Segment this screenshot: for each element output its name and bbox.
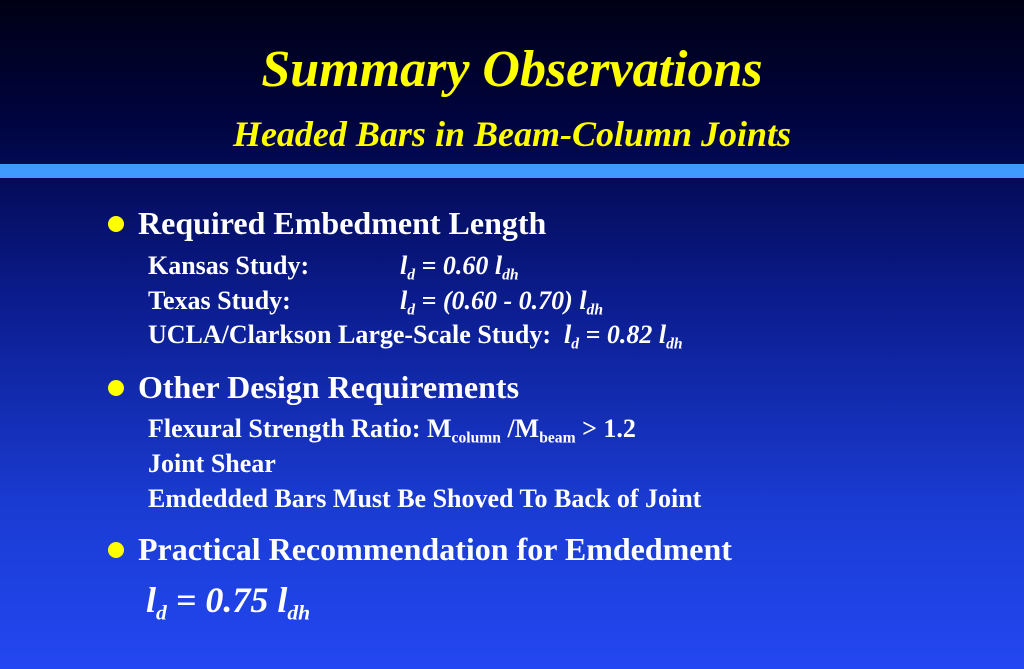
bullet-label: Required Embedment Length [138, 205, 547, 241]
slide-title: Summary Observations [261, 41, 763, 98]
title-area: Summary Observations Headed Bars in Beam… [0, 0, 1024, 163]
texas-study-label: Texas Study: [148, 286, 291, 315]
bullet-label: Other Design Requirements [138, 369, 520, 405]
slide-subtitle: Headed Bars in Beam-Column Joints [232, 114, 792, 154]
bullet-practical-recommendation: Practical Recommendation for Emdedment [108, 533, 732, 565]
ucla-study-formula: ld = 0.82 ldh [564, 320, 683, 353]
kansas-study-formula: ld = 0.60 ldh [400, 251, 519, 284]
flexural-strength-ratio: Flexural Strength Ratio: Mcolumn /Mbeam … [148, 414, 636, 447]
kansas-study-label: Kansas Study: [148, 251, 310, 280]
joint-shear: Joint Shear [148, 449, 276, 478]
recommended-formula: ld = 0.75 ldh [146, 580, 311, 625]
title-divider [0, 164, 1024, 178]
bullet-dot-icon [108, 215, 124, 232]
texas-study-formula: ld = (0.60 - 0.70) ldh [400, 286, 604, 319]
bullet-label: Practical Recommendation for Emdedment [138, 531, 732, 567]
bullet-required-embedment: Required Embedment Length [108, 207, 546, 239]
embedded-bars-note: Emdedded Bars Must Be Shoved To Back of … [148, 484, 702, 513]
bullet-other-design: Other Design Requirements [108, 371, 519, 403]
ucla-study-line: UCLA/Clarkson Large-Scale Study: ld = 0.… [148, 320, 683, 353]
bullet-dot-icon [108, 541, 124, 558]
bullet-dot-icon [108, 379, 124, 396]
ucla-study-label: UCLA/Clarkson Large-Scale Study: [148, 320, 552, 349]
